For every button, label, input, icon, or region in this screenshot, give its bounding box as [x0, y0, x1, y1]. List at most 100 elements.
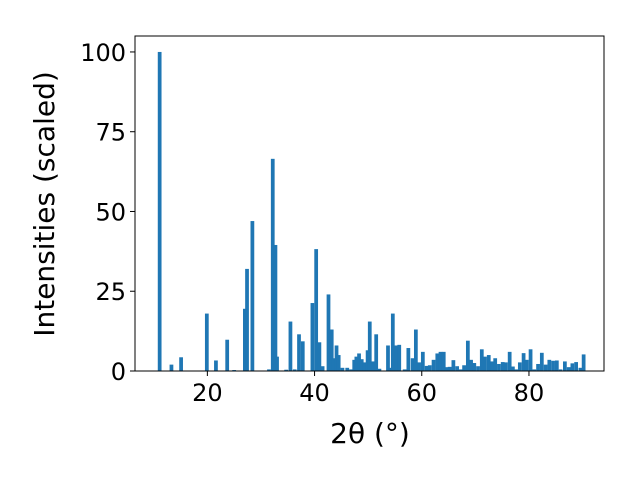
bar-0-31 — [352, 359, 357, 371]
bars-layer — [157, 51, 586, 371]
x-tick-label: 20 — [192, 379, 223, 407]
bar-0-0 — [157, 51, 162, 371]
bar-0-35 — [362, 362, 367, 371]
axes-layer: 20 40 60 80 0 25 50 75 100 — [80, 35, 605, 407]
bar-0-50 — [417, 362, 421, 371]
bar-0-9 — [250, 221, 255, 371]
bar-0-93 — [570, 363, 575, 371]
bar-0-73 — [497, 363, 501, 371]
bar-0-81 — [524, 359, 529, 371]
bar-0-23 — [326, 294, 331, 371]
bar-0-43 — [390, 313, 395, 371]
bar-0-92 — [566, 367, 571, 371]
bar-0-95 — [578, 367, 583, 371]
bar-0-16 — [292, 369, 297, 371]
bar-0-12 — [273, 244, 278, 371]
bar-0-33 — [357, 353, 361, 371]
bar-0-7 — [243, 308, 247, 371]
y-tick-label: 75 — [95, 119, 126, 147]
bar-0-49 — [413, 329, 418, 371]
bar-0-32 — [354, 356, 359, 371]
bar-0-72 — [493, 358, 498, 371]
bar-0-52 — [424, 365, 429, 371]
bar-0-1 — [169, 364, 174, 371]
bar-0-46 — [402, 369, 407, 371]
bar-0-24 — [329, 329, 334, 371]
bar-0-28 — [340, 367, 345, 371]
bar-0-68 — [479, 349, 484, 371]
bar-0-76 — [507, 351, 512, 371]
bar-0-37 — [367, 321, 372, 371]
bar-0-8 — [245, 268, 249, 371]
bar-0-3 — [204, 313, 209, 371]
bar-0-14 — [284, 369, 289, 371]
y-axis-label: Intensities (scaled) — [28, 71, 61, 337]
bar-0-90 — [558, 369, 563, 371]
bar-0-60 — [451, 360, 456, 371]
bar-0-77 — [511, 366, 515, 371]
bar-0-22 — [320, 366, 325, 371]
bar-0-78 — [514, 369, 518, 371]
bar-0-96 — [581, 354, 586, 371]
bar-0-66 — [472, 363, 477, 371]
x-tick-label: 40 — [299, 379, 330, 407]
bar-0-18 — [300, 341, 305, 371]
bar-0-62 — [459, 369, 463, 371]
bar-0-20 — [314, 249, 319, 371]
bar-0-75 — [504, 362, 508, 371]
bar-0-58 — [444, 367, 449, 371]
bar-0-87 — [547, 359, 552, 371]
bar-0-55 — [435, 353, 440, 371]
x-tick-label: 60 — [406, 379, 437, 407]
bar-0-39 — [374, 334, 379, 371]
bar-0-91 — [563, 361, 567, 371]
bar-0-89 — [554, 360, 559, 371]
bar-0-11 — [270, 158, 275, 371]
bar-0-15 — [288, 321, 293, 371]
bar-0-48 — [410, 358, 415, 371]
bar-0-67 — [476, 366, 480, 371]
bar-0-34 — [359, 359, 364, 371]
bar-0-47 — [406, 348, 411, 371]
bar-0-85 — [539, 352, 544, 371]
bar-0-64 — [465, 340, 470, 371]
bar-0-70 — [486, 355, 491, 371]
bar-0-2 — [179, 357, 183, 371]
bar-0-42 — [388, 367, 393, 371]
bar-0-79 — [517, 362, 522, 371]
bar-0-26 — [334, 345, 339, 371]
bar-0-5 — [225, 339, 230, 371]
bar-0-51 — [420, 351, 425, 371]
x-axis-label: 2θ (°) — [330, 417, 410, 450]
bar-0-41 — [386, 345, 390, 371]
y-tick-label: 0 — [111, 358, 126, 386]
bar-0-30 — [349, 369, 353, 371]
bar-0-38 — [371, 361, 375, 371]
bar-0-56 — [438, 351, 443, 371]
bar-0-80 — [521, 353, 526, 371]
bar-0-61 — [455, 366, 460, 371]
y-tick-label: 100 — [80, 39, 126, 67]
bar-0-27 — [336, 355, 341, 371]
bar-0-54 — [431, 359, 436, 371]
y-tick-label: 25 — [95, 278, 126, 306]
bar-0-82 — [528, 349, 533, 371]
bar-0-19 — [310, 303, 315, 371]
bar-0-13 — [275, 356, 279, 371]
bar-0-25 — [331, 358, 336, 371]
bar-0-71 — [490, 361, 494, 371]
bar-0-21 — [317, 342, 322, 371]
bar-0-63 — [462, 365, 466, 371]
bar-0-84 — [536, 363, 540, 371]
bar-0-10 — [267, 369, 271, 371]
bar-0-53 — [427, 365, 432, 371]
bar-0-59 — [447, 366, 452, 371]
bar-0-45 — [397, 344, 402, 371]
plot-frame — [134, 35, 605, 372]
bar-0-86 — [543, 364, 548, 371]
bar-0-40 — [377, 368, 382, 371]
bar-0-44 — [394, 345, 398, 371]
